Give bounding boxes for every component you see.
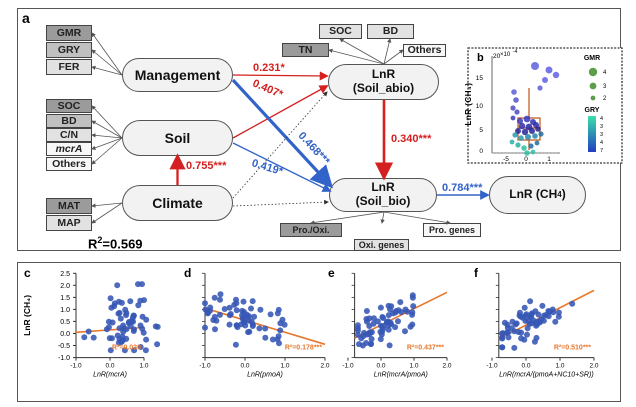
svg-text:0.0: 0.0 [521, 363, 530, 370]
svg-text:R²=0.178***: R²=0.178*** [285, 345, 322, 352]
svg-text:-1.0: -1.0 [342, 363, 354, 370]
svg-text:1.0: 1.0 [139, 363, 148, 370]
svg-text:-0.5: -0.5 [58, 343, 70, 350]
svg-text:LnR(mcrA/pmoA): LnR(mcrA/pmoA) [374, 372, 428, 379]
svg-text:2.0: 2.0 [589, 363, 598, 370]
svg-text:2.0: 2.0 [60, 283, 70, 290]
svg-text:0.0: 0.0 [240, 363, 249, 370]
svg-text:0.5: 0.5 [60, 319, 70, 326]
svg-text:1.0: 1.0 [60, 307, 70, 314]
svg-text:0.0: 0.0 [105, 363, 114, 370]
svg-text:c: c [24, 266, 31, 280]
svg-text:2.0: 2.0 [442, 363, 451, 370]
svg-text:R²=0.437***: R²=0.437*** [407, 345, 444, 352]
svg-text:LnR(mcrA/(pmoA+NC10+SR)): LnR(mcrA/(pmoA+NC10+SR)) [499, 372, 594, 379]
svg-text:1.0: 1.0 [555, 363, 564, 370]
svg-text:LnR(mcrA): LnR(mcrA) [93, 372, 127, 379]
svg-text:1.0: 1.0 [409, 363, 418, 370]
svg-text:1.0: 1.0 [280, 363, 289, 370]
svg-text:R²=0.030: R²=0.030 [112, 345, 141, 352]
svg-text:0.0: 0.0 [60, 331, 70, 338]
svg-text:2.0: 2.0 [320, 363, 329, 370]
svg-text:d: d [184, 266, 191, 280]
svg-text:LnR(pmoA): LnR(pmoA) [247, 372, 283, 379]
svg-text:R²=0.510***: R²=0.510*** [554, 345, 591, 352]
svg-text:-1.0: -1.0 [199, 363, 211, 370]
svg-text:-1.0: -1.0 [70, 363, 82, 370]
svg-text:LnR (CH₄): LnR (CH₄) [22, 295, 32, 336]
svg-text:-1.0: -1.0 [486, 363, 498, 370]
svg-text:e: e [328, 266, 335, 280]
svg-text:-1.0: -1.0 [58, 355, 70, 362]
svg-text:f: f [474, 266, 479, 280]
svg-text:0.0: 0.0 [376, 363, 385, 370]
svg-text:1.5: 1.5 [60, 295, 70, 302]
svg-text:2.5: 2.5 [60, 271, 70, 278]
